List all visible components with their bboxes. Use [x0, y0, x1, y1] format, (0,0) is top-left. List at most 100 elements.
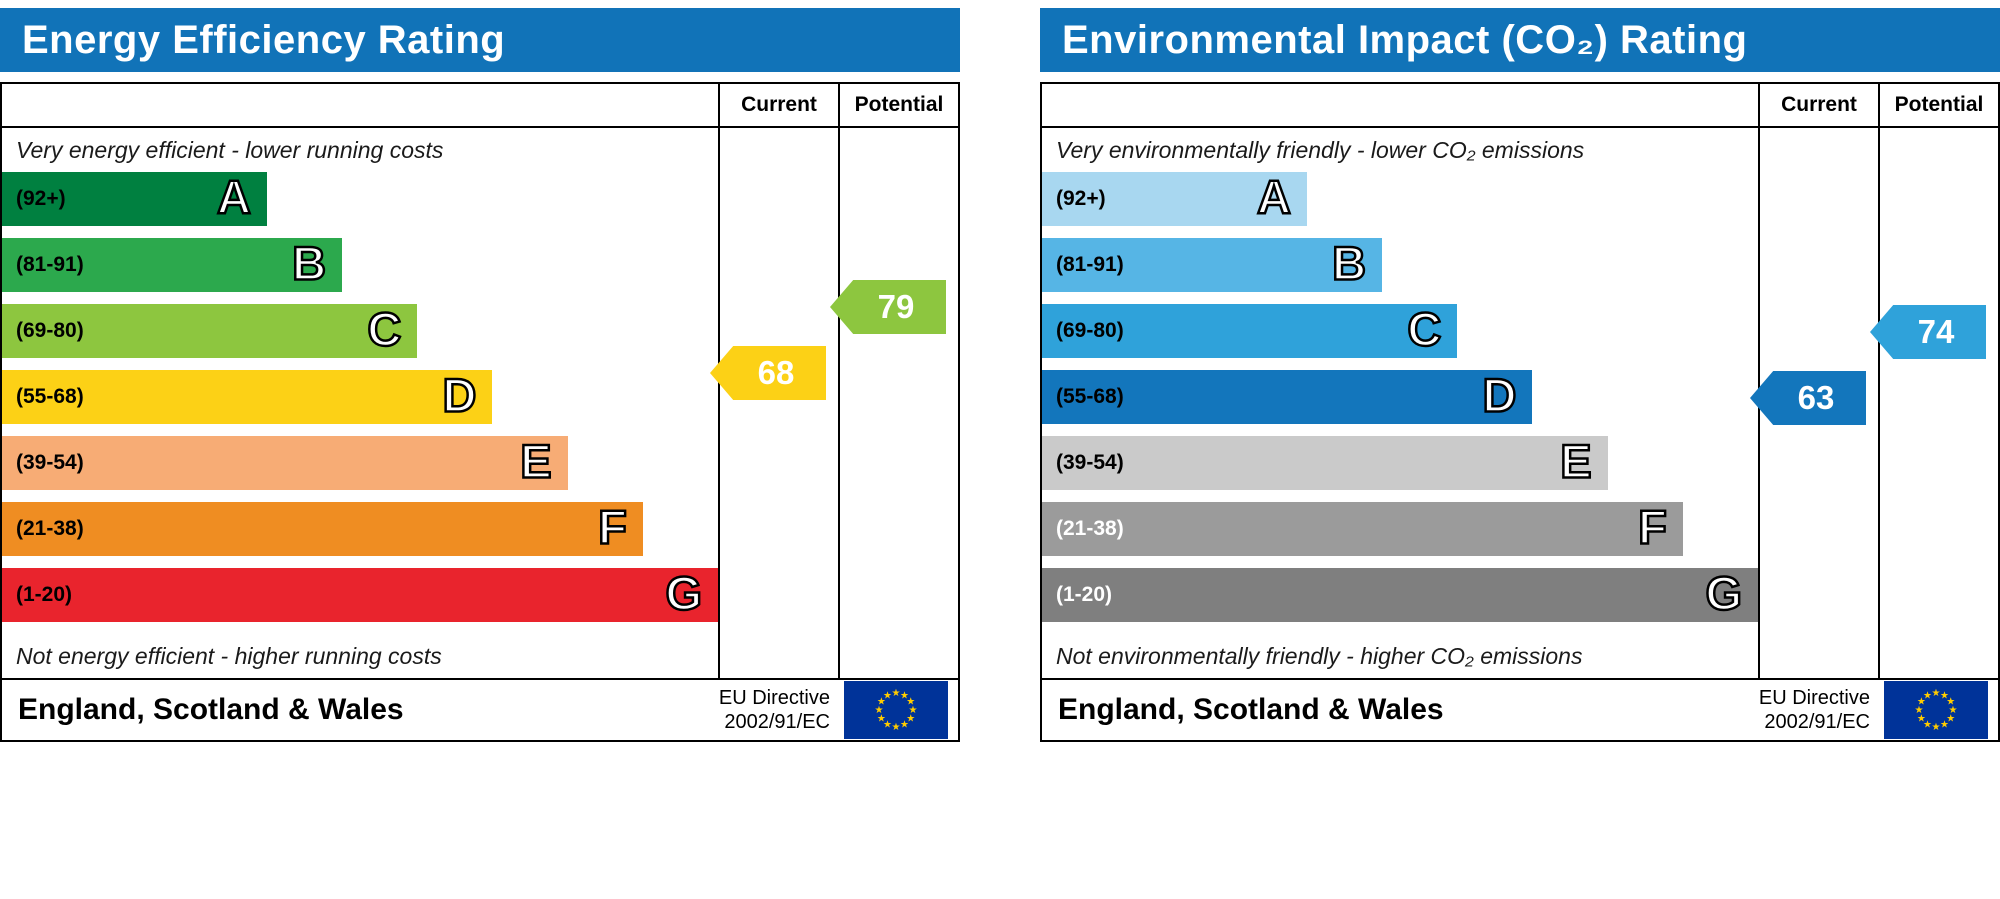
- band-a: (92+) A: [1042, 172, 1307, 226]
- band-g-letter: G: [1704, 566, 1743, 620]
- eu-flag-icon: ★ ★★ ★★★ ★★★ ★★★: [844, 681, 948, 739]
- band-c-range: (69-80): [16, 319, 84, 342]
- band-a-range: (92+): [1056, 187, 1106, 210]
- svg-text:★: ★: [877, 714, 886, 725]
- svg-text:★: ★: [1932, 722, 1941, 733]
- band-b-letter: B: [291, 236, 327, 290]
- table-body: Very environmentally friendly - lower CO…: [1042, 128, 1998, 678]
- band-e-range: (39-54): [1056, 451, 1124, 474]
- svg-text:★: ★: [906, 714, 915, 725]
- chart-footer: England, Scotland & Wales EU Directive 2…: [1040, 680, 2000, 742]
- eu-directive-label: EU Directive 2002/91/EC: [718, 687, 830, 733]
- band-d-range: (55-68): [16, 385, 84, 408]
- band-e-range: (39-54): [16, 451, 84, 474]
- potential-rating-arrow: 79: [830, 280, 946, 334]
- table-header-row: Current Potential: [1042, 84, 1998, 128]
- band-f-range: (21-38): [1056, 517, 1124, 540]
- potential-column: 79: [830, 128, 958, 678]
- potential-column-header: Potential: [838, 84, 958, 126]
- potential-column-header: Potential: [1878, 84, 1998, 126]
- band-d-letter: D: [1481, 368, 1517, 422]
- bottom-caption: Not environmentally friendly - higher CO…: [1056, 642, 1583, 669]
- table-header-row: Current Potential: [2, 84, 958, 128]
- footer-region-label: England, Scotland & Wales: [18, 693, 404, 726]
- environmental-impact-title: Environmental Impact (CO₂) Rating: [1040, 8, 2000, 72]
- eu-directive-label: EU Directive 2002/91/EC: [1758, 687, 1870, 733]
- band-f: (21-38) F: [2, 502, 643, 556]
- band-f: (21-38) F: [1042, 502, 1683, 556]
- potential-rating-value: 79: [877, 288, 915, 325]
- current-column: 68: [710, 128, 838, 678]
- band-e: (39-54) E: [1042, 436, 1608, 490]
- band-b-range: (81-91): [16, 253, 84, 276]
- environmental-impact-table: Current Potential Very environmentally f…: [1040, 82, 2000, 680]
- header-empty-cell: [2, 84, 718, 126]
- current-rating-arrow: 63: [1750, 371, 1866, 425]
- svg-text:★: ★: [877, 697, 886, 708]
- top-caption: Very energy efficient - lower running co…: [16, 136, 444, 163]
- svg-text:★: ★: [900, 690, 909, 701]
- svg-text:★: ★: [1949, 705, 1958, 716]
- energy-efficiency-title: Energy Efficiency Rating: [0, 8, 960, 72]
- svg-text:★: ★: [892, 722, 901, 733]
- eu-flag-icon: ★ ★★ ★★★ ★★★ ★★★: [1884, 681, 1988, 739]
- band-b-range: (81-91): [1056, 253, 1124, 276]
- band-g: (1-20) G: [1042, 568, 1758, 622]
- band-d: (55-68) D: [2, 368, 493, 424]
- band-d-letter: D: [441, 368, 477, 422]
- band-a-letter: A: [1256, 170, 1292, 224]
- band-a: (92+) A: [2, 172, 267, 226]
- current-rating-arrow: 68: [710, 346, 826, 400]
- svg-text:★: ★: [1932, 688, 1941, 699]
- svg-text:★: ★: [883, 690, 892, 701]
- current-rating-value: 63: [1797, 379, 1835, 416]
- band-e-letter: E: [519, 434, 553, 488]
- bottom-caption: Not energy efficient - higher running co…: [16, 642, 442, 669]
- svg-text:★: ★: [1946, 697, 1955, 708]
- band-e-letter: E: [1559, 434, 1593, 488]
- band-b: (81-91) B: [2, 236, 343, 292]
- svg-text:★: ★: [892, 688, 901, 699]
- band-b-letter: B: [1331, 236, 1367, 290]
- svg-text:★: ★: [1940, 690, 1949, 701]
- band-c: (69-80) C: [2, 302, 418, 358]
- table-body: Very energy efficient - lower running co…: [2, 128, 958, 678]
- energy-efficiency-table: Current Potential Very energy efficient …: [0, 82, 960, 680]
- band-d-range: (55-68): [1056, 385, 1124, 408]
- svg-text:★: ★: [1917, 714, 1926, 725]
- svg-text:★: ★: [1923, 720, 1932, 731]
- band-f-letter: F: [597, 500, 628, 554]
- band-c-letter: C: [366, 302, 402, 356]
- band-b: (81-91) B: [1042, 236, 1383, 292]
- svg-text:★: ★: [909, 705, 918, 716]
- svg-text:★: ★: [1940, 720, 1949, 731]
- energy-efficiency-chart: Energy Efficiency Rating Current Potenti…: [0, 8, 960, 742]
- svg-text:★: ★: [1917, 697, 1926, 708]
- current-column-header: Current: [718, 84, 838, 126]
- svg-text:★: ★: [906, 697, 915, 708]
- svg-text:★: ★: [1915, 705, 1924, 716]
- band-a-range: (92+): [16, 187, 66, 210]
- potential-rating-arrow: 74: [1870, 305, 1986, 359]
- potential-rating-value: 74: [1917, 313, 1955, 350]
- band-f-range: (21-38): [16, 517, 84, 540]
- footer-region-label: England, Scotland & Wales: [1058, 693, 1444, 726]
- svg-text:★: ★: [900, 720, 909, 731]
- environmental-impact-chart: Environmental Impact (CO₂) Rating Curren…: [1040, 8, 2000, 742]
- current-rating-value: 68: [757, 354, 795, 391]
- header-empty-cell: [1042, 84, 1758, 126]
- top-caption: Very environmentally friendly - lower CO…: [1056, 136, 1585, 163]
- band-g-letter: G: [664, 566, 703, 620]
- band-g: (1-20) G: [2, 568, 718, 622]
- current-column: 63: [1750, 128, 1878, 678]
- svg-text:★: ★: [1923, 690, 1932, 701]
- svg-text:★: ★: [875, 705, 884, 716]
- bands-area: Very environmentally friendly - lower CO…: [1042, 128, 1758, 678]
- svg-text:★: ★: [1946, 714, 1955, 725]
- band-g-range: (1-20): [1056, 583, 1113, 606]
- svg-text:★: ★: [883, 720, 892, 731]
- chart-footer: England, Scotland & Wales EU Directive 2…: [0, 680, 960, 742]
- band-e: (39-54) E: [2, 436, 568, 490]
- band-c-range: (69-80): [1056, 319, 1124, 342]
- band-g-range: (1-20): [16, 583, 73, 606]
